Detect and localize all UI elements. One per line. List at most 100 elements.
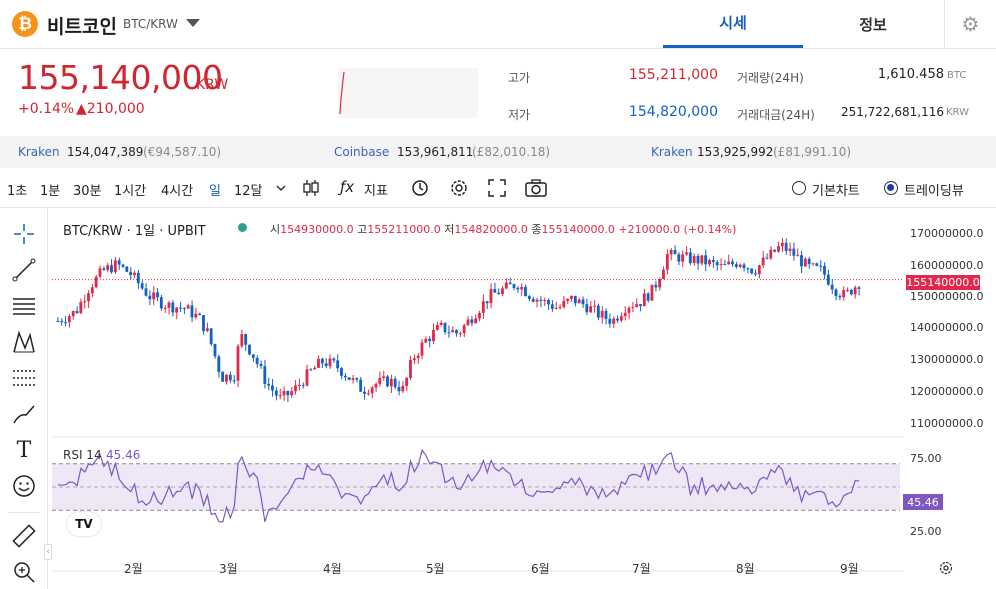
coin-select-chevron-down-icon[interactable] — [186, 19, 200, 27]
axis-settings-icon[interactable] — [938, 560, 954, 576]
zoom-in-icon[interactable] — [10, 558, 38, 586]
candle-body — [520, 286, 524, 290]
tab-quote[interactable]: 시세 — [663, 0, 803, 48]
basic-chart-radio[interactable] — [792, 181, 806, 195]
candle-body — [232, 380, 236, 382]
candle-body — [148, 295, 152, 300]
candle-body — [209, 328, 213, 345]
price-chart[interactable] — [52, 210, 904, 580]
volume-value: 1,610.458 — [877, 67, 944, 82]
candle-body — [255, 357, 259, 365]
tab-info[interactable]: 정보 — [859, 15, 887, 34]
indicator-label[interactable]: 지표 — [364, 184, 388, 199]
candle-body — [98, 268, 102, 277]
alert-clock-icon[interactable] — [410, 178, 430, 198]
current-price-tag: 155140000.0 — [906, 275, 980, 290]
interval-12mo[interactable]: 12달 — [234, 184, 263, 199]
basic-chart-label[interactable]: 기본차트 — [812, 184, 860, 199]
candlestick-type-icon[interactable] — [302, 178, 320, 198]
candle-body — [830, 284, 834, 290]
candle-body — [685, 252, 688, 255]
candle-body — [504, 282, 508, 289]
candle-body — [416, 355, 420, 359]
text-tool-icon[interactable]: T — [16, 437, 32, 463]
interval-1s[interactable]: 1초 — [7, 184, 28, 199]
coin-name: 비트코인 — [47, 16, 117, 38]
candle-body — [282, 390, 286, 396]
candle-body — [405, 377, 409, 386]
exchange-price-strip — [0, 136, 996, 168]
interval-1h[interactable]: 1시간 — [114, 184, 147, 199]
current-price: 155,140,000 — [18, 58, 223, 97]
candle-body — [458, 333, 462, 335]
brush-icon[interactable] — [10, 400, 38, 428]
tradingview-logo[interactable]: TV — [67, 512, 101, 536]
candle-body — [163, 307, 167, 309]
candle-body — [731, 261, 734, 265]
interval-4h[interactable]: 4시간 — [161, 184, 194, 199]
candle-body — [792, 248, 796, 256]
candle-body — [765, 257, 769, 259]
open-key: 시 — [270, 223, 281, 236]
candle-body — [290, 391, 294, 396]
exchange-name[interactable]: Kraken — [651, 145, 693, 159]
settings-gear-icon[interactable] — [449, 178, 469, 198]
candle-body — [297, 384, 301, 386]
collapse-panel-chevron-icon[interactable]: ‹ — [44, 544, 52, 560]
candle-body — [455, 330, 458, 334]
candle-body — [481, 301, 485, 313]
fib-retracement-icon[interactable] — [10, 364, 38, 392]
close-key: 종 — [531, 223, 542, 236]
gear-icon[interactable]: ⚙ — [944, 0, 996, 48]
camera-screenshot-icon[interactable] — [525, 179, 547, 197]
candle-body — [217, 356, 221, 373]
candle-body — [182, 308, 186, 310]
tradingview-radio[interactable] — [884, 181, 898, 195]
candle-body — [435, 324, 439, 330]
interval-chevron-down-icon[interactable] — [275, 183, 287, 193]
candle-body — [378, 378, 382, 384]
candle-body — [566, 298, 570, 301]
candle-body — [420, 342, 424, 356]
amount-label: 거래대금(24H) — [737, 108, 815, 122]
exchange-name[interactable]: Kraken — [18, 145, 60, 159]
candle-body — [79, 301, 83, 314]
exchange-name[interactable]: Coinbase — [334, 145, 390, 159]
interval-1d[interactable]: 일 — [209, 184, 221, 199]
function-icon[interactable]: ƒx — [340, 178, 355, 196]
rsi-label: RSI 14 — [63, 448, 102, 462]
y-tick: 110000000.0 — [910, 417, 984, 430]
emoji-smile-icon[interactable] — [10, 472, 38, 500]
candle-body — [113, 260, 117, 273]
candle-body — [71, 311, 75, 317]
tradingview-label[interactable]: 트레이딩뷰 — [904, 184, 964, 199]
crosshair-icon[interactable] — [10, 220, 38, 248]
candle-body — [294, 385, 297, 392]
rsi-tick: 75.00 — [910, 452, 942, 465]
x-tick: 8월 — [736, 562, 755, 576]
interval-1m[interactable]: 1분 — [40, 184, 61, 199]
candle-body — [106, 265, 110, 270]
candle-body — [439, 322, 443, 325]
candle-body — [267, 383, 271, 386]
candle-body — [803, 258, 807, 267]
trend-line-icon[interactable] — [10, 256, 38, 284]
candle-body — [757, 265, 761, 275]
pattern-tool-icon[interactable] — [10, 328, 38, 356]
market-status-dot — [238, 223, 247, 232]
high-label: 고가 — [508, 71, 531, 85]
candle-body — [236, 346, 240, 381]
candle-body — [853, 287, 857, 295]
open-value: 154930000.0 — [280, 223, 354, 236]
candle-body — [857, 287, 861, 289]
horizontal-lines-icon[interactable] — [10, 292, 38, 320]
candle-body — [240, 334, 244, 347]
candle-body — [635, 304, 639, 307]
x-tick: 5월 — [426, 562, 445, 576]
fullscreen-icon[interactable] — [488, 179, 506, 197]
candle-body — [179, 307, 182, 309]
interval-30m[interactable]: 30분 — [73, 184, 102, 199]
ruler-icon[interactable] — [10, 522, 38, 550]
candle-body — [75, 311, 79, 314]
candle-body — [658, 279, 662, 288]
